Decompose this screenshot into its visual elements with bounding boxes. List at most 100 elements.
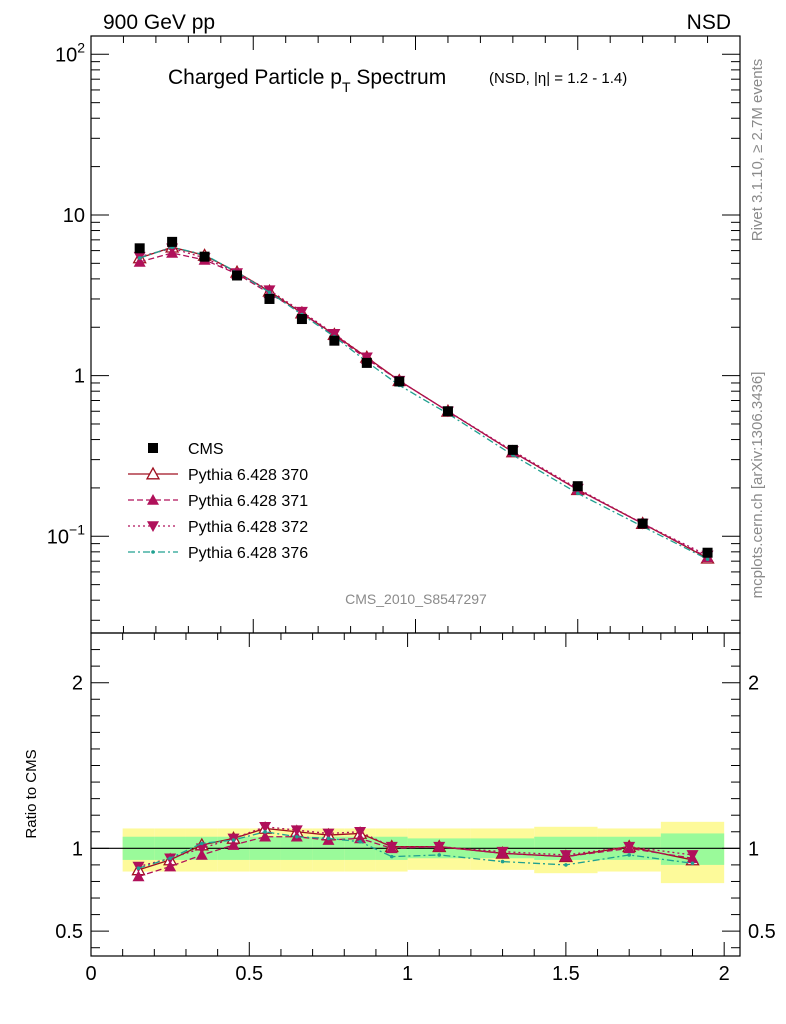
mc-point xyxy=(705,557,710,561)
ratio-point xyxy=(259,830,272,842)
ratio-point xyxy=(686,850,699,861)
header-left: 900 GeV pp xyxy=(103,11,215,34)
main-y-tick-label: 1 xyxy=(74,366,85,388)
ratio-point xyxy=(294,834,299,839)
cms-data-series xyxy=(134,236,713,558)
mc-point xyxy=(295,306,308,318)
tick-mantissa: 10 xyxy=(55,44,77,66)
ratio-point xyxy=(354,832,367,844)
cms-point xyxy=(296,314,307,325)
cms-point xyxy=(264,293,275,304)
ratio-point xyxy=(231,838,236,842)
cms-point xyxy=(637,518,648,529)
ratio-x-tick-label: 1 xyxy=(402,963,413,985)
title-subtitle: (NSD, |η| = 1.2 - 1.4) xyxy=(489,70,627,87)
ratio-x-tick-label: 0.5 xyxy=(235,963,263,985)
legend-entry: Pythia 6.428 370 xyxy=(128,466,308,484)
ratio-y-tick-label-right: 1 xyxy=(748,838,759,860)
main-plot-content xyxy=(132,236,715,564)
ratio-point xyxy=(500,859,505,864)
ratio-x-tick-label: 2 xyxy=(719,963,730,985)
ratio-point xyxy=(259,822,272,833)
ratio-point xyxy=(227,839,240,850)
legend-label: Pythia 6.428 376 xyxy=(188,545,308,562)
legend-entry: CMS xyxy=(148,441,224,458)
legend-label: Pythia 6.428 370 xyxy=(188,467,308,484)
legend-label: Pythia 6.428 372 xyxy=(188,519,308,536)
svg-text:Charged Particle pT Spectrum: Charged Particle pT Spectrum xyxy=(168,66,446,95)
cms-point xyxy=(702,547,713,558)
ratio-point xyxy=(358,839,362,844)
tick-exponent: 2 xyxy=(77,39,85,55)
legend-marker xyxy=(151,550,155,554)
ratio-plot-content xyxy=(91,821,740,884)
cms-point xyxy=(394,376,405,387)
ratio-y-axis-label: Ratio to CMS xyxy=(23,749,40,838)
ratio-point xyxy=(496,846,509,858)
analysis-watermark: CMS_2010_S8547297 xyxy=(345,591,487,607)
ratio-series-line xyxy=(138,836,693,878)
ratio-point xyxy=(290,825,303,837)
ratio-point xyxy=(322,828,335,840)
ratio-y-tick-label-right: 2 xyxy=(748,673,759,695)
title-rest: Spectrum xyxy=(351,66,447,89)
rivet-label: Rivet 3.1.10, ≥ 2.7M events xyxy=(749,59,766,242)
ratio-point xyxy=(263,829,267,834)
legend-marker xyxy=(147,494,159,505)
cms-point xyxy=(232,270,243,281)
cms-point xyxy=(442,406,453,417)
mc-series-line xyxy=(139,246,708,560)
mc-series-line xyxy=(139,252,708,558)
legend-marker xyxy=(147,521,159,532)
ratio-point xyxy=(690,861,695,866)
ratio-point xyxy=(385,841,398,853)
ratio-series-line xyxy=(138,826,693,868)
ratio-x-tick-label: 1.5 xyxy=(552,963,580,985)
mc-point xyxy=(137,256,142,260)
ratio-y-tick-label-right: 0.5 xyxy=(748,921,776,943)
legend-marker xyxy=(145,466,161,480)
mc-point xyxy=(267,290,272,295)
ratio-y-tick-label-left: 2 xyxy=(72,673,83,695)
ratio-series xyxy=(136,829,695,871)
ratio-point xyxy=(559,850,572,861)
mc-point xyxy=(328,329,341,340)
tick-mantissa: 10 xyxy=(63,205,85,227)
ratio-point xyxy=(132,870,145,882)
ratio-point xyxy=(623,841,636,853)
tick-mantissa: 10 xyxy=(47,526,69,548)
ratio-point xyxy=(326,836,331,841)
ratio-point xyxy=(564,863,568,867)
cms-point xyxy=(167,236,178,247)
cms-point xyxy=(199,251,210,262)
mcplots-label: mcplots.cern.ch [arXiv:1306.3436] xyxy=(749,372,766,599)
main-y-tick-label: 102 xyxy=(55,39,85,66)
ratio-point xyxy=(354,826,367,838)
ratio-axis-ticks: 0 0.5 1 1.5 20.5 0.51 12 2 xyxy=(55,632,776,985)
ratio-point xyxy=(168,856,172,861)
ratio-point xyxy=(433,841,446,853)
ratio-point xyxy=(200,841,204,846)
cms-point xyxy=(329,335,340,346)
tick-exponent: −1 xyxy=(69,521,85,537)
legend-entry: Pythia 6.428 371 xyxy=(128,493,308,510)
main-title: Charged Particle pT Spectrum (NSD, |η| =… xyxy=(168,66,627,95)
cms-point xyxy=(507,444,518,455)
legend-marker xyxy=(148,443,158,453)
header-right: NSD xyxy=(687,11,731,34)
title-subscript: T xyxy=(342,79,351,95)
ratio-point xyxy=(136,866,141,871)
tick-mantissa: 1 xyxy=(74,366,85,388)
ratio-point xyxy=(389,854,394,859)
legend: CMS Pythia 6.428 370 Pythia 6.428 371 Pythi… xyxy=(128,441,308,562)
legend-entry: Pythia 6.428 376 xyxy=(128,545,308,562)
main-y-tick-label: 10−1 xyxy=(47,521,85,548)
legend-label: CMS xyxy=(188,441,224,458)
ratio-point xyxy=(627,853,631,857)
ratio-series-line xyxy=(138,831,693,869)
cms-point xyxy=(361,357,372,368)
ratio-y-tick-label-left: 1 xyxy=(72,838,83,860)
ratio-plot-frame xyxy=(90,632,741,957)
